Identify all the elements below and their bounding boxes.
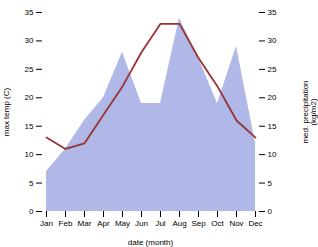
svg-text:25: 25 [268,65,277,74]
svg-text:15: 15 [25,122,34,131]
svg-text:Nov: Nov [229,219,243,228]
svg-text:Sep: Sep [191,219,206,228]
svg-text:30: 30 [25,36,34,45]
svg-text:May: May [115,219,130,228]
svg-text:35: 35 [25,8,34,17]
svg-text:Feb: Feb [59,219,73,228]
svg-text:30: 30 [268,36,277,45]
svg-text:0: 0 [29,207,34,216]
svg-text:20: 20 [25,93,34,102]
svg-text:15: 15 [268,122,277,131]
svg-text:med. precipitation(kg/m2): med. precipitation(kg/m2) [301,80,318,143]
svg-text:25: 25 [25,65,34,74]
svg-text:5: 5 [29,179,34,188]
svg-text:Jan: Jan [40,219,53,228]
svg-text:Jul: Jul [155,219,165,228]
svg-text:Aug: Aug [172,219,186,228]
svg-text:Mar: Mar [78,219,92,228]
svg-text:date (month): date (month) [128,238,174,247]
svg-text:10: 10 [268,150,277,159]
svg-text:Oct: Oct [211,219,224,228]
svg-text:35: 35 [268,8,277,17]
svg-text:Apr: Apr [97,219,110,228]
svg-text:Jun: Jun [135,219,148,228]
svg-text:Dec: Dec [248,219,262,228]
svg-text:20: 20 [268,93,277,102]
svg-text:0: 0 [268,207,273,216]
svg-text:10: 10 [25,150,34,159]
svg-text:max temp (C): max temp (C) [2,87,11,136]
svg-text:5: 5 [268,179,273,188]
